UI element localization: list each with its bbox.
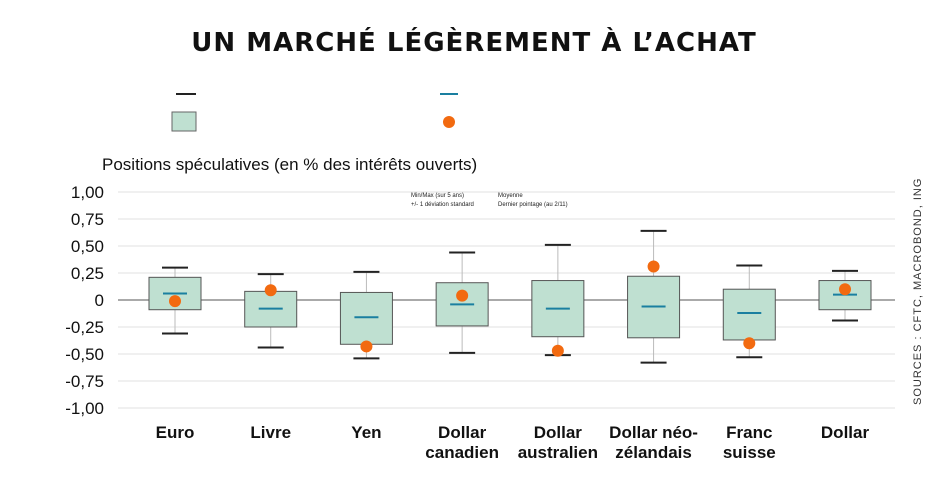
y-tick-label: 0 bbox=[95, 291, 104, 310]
y-tick-label: -0,75 bbox=[65, 372, 104, 391]
chart-title: UN MARCHÉ LÉGÈREMENT À L’ACHAT bbox=[191, 26, 756, 58]
box-group bbox=[531, 243, 585, 357]
legend-latest-label: Dernier pointage (au 2/11) bbox=[498, 202, 568, 208]
y-tick-label: 0,25 bbox=[71, 264, 104, 283]
stddev-box bbox=[531, 280, 585, 338]
category-label: Yen bbox=[351, 423, 381, 442]
latest-point bbox=[169, 295, 181, 308]
legend-stddev-symbol bbox=[171, 111, 197, 132]
latest-point bbox=[839, 283, 851, 296]
latest-point bbox=[743, 337, 756, 350]
box-group bbox=[148, 266, 202, 335]
box-group bbox=[435, 251, 489, 354]
stddev-box bbox=[339, 291, 393, 345]
y-tick-labels: 1,00 0,75 0,50 0,25 0 -0,25 -0,50 -0,75 -1,00 bbox=[65, 183, 104, 418]
box-group bbox=[818, 269, 872, 322]
category-label: Dollar canadien bbox=[425, 423, 499, 462]
category-labels: Euro Livre Yen Dollar canadien Dollar australi… bbox=[156, 423, 870, 462]
grid bbox=[118, 191, 895, 409]
category-label: Dollar australien bbox=[518, 423, 598, 462]
source-note: SOURCES : CFTC, MACROBOND, ING bbox=[912, 178, 924, 405]
y-tick-label: 1,00 bbox=[71, 183, 104, 202]
y-tick-label: 0,75 bbox=[71, 210, 104, 229]
category-label: Euro bbox=[156, 423, 195, 442]
category-label: Dollar bbox=[821, 423, 870, 442]
latest-point bbox=[456, 289, 469, 302]
legend: Min/Max (sur 5 ans) +/- 1 déviation stan… bbox=[171, 93, 568, 208]
latest-point bbox=[264, 284, 277, 297]
latest-point bbox=[360, 340, 373, 353]
legend-stddev-label: +/- 1 déviation standard bbox=[411, 202, 474, 208]
box-group bbox=[339, 270, 393, 360]
legend-mean-label: Moyenne bbox=[498, 193, 523, 199]
category-label: Dollar néo-zélandais bbox=[609, 423, 698, 462]
y-axis-label: Positions spéculatives (en % des intérêt… bbox=[102, 155, 477, 174]
box-group bbox=[627, 229, 681, 364]
y-tick-label: -0,50 bbox=[65, 345, 104, 364]
y-tick-label: 0,50 bbox=[71, 237, 104, 256]
legend-latest-symbol bbox=[443, 116, 455, 128]
category-label: Livre bbox=[250, 423, 291, 442]
box-group bbox=[244, 273, 298, 349]
y-tick-label: -0,25 bbox=[65, 318, 104, 337]
latest-point bbox=[551, 344, 564, 357]
category-label: Franc suisse bbox=[723, 423, 776, 462]
latest-point bbox=[647, 260, 660, 273]
box-group bbox=[722, 264, 776, 359]
boxes bbox=[148, 229, 872, 364]
legend-minmax-label: Min/Max (sur 5 ans) bbox=[411, 193, 464, 199]
y-tick-label: -1,00 bbox=[65, 399, 104, 418]
stddev-box bbox=[722, 288, 776, 341]
